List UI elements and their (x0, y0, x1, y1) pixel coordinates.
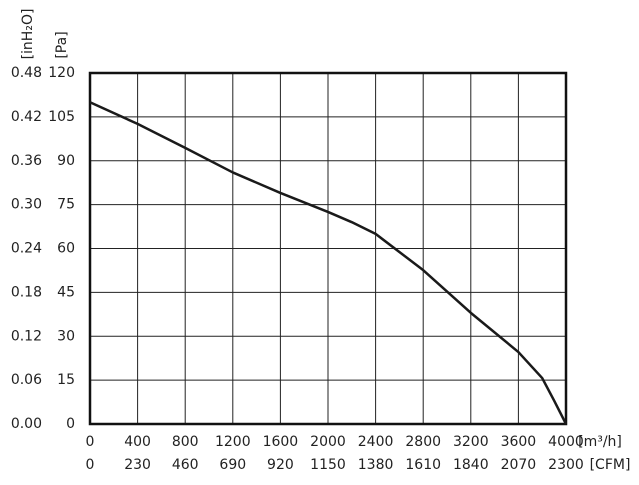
y2-tick-label: 0.42 (11, 109, 42, 125)
y-tick-label: 15 (57, 372, 75, 388)
y-axis-label: [Pa] (54, 31, 70, 58)
x2-tick-label: 690 (219, 457, 246, 473)
x-tick-label: 3200 (453, 434, 489, 450)
x-tick-label: 1600 (263, 434, 299, 450)
y2-axis-label: [inH₂O] (20, 9, 36, 60)
x-tick-label: 1200 (215, 434, 251, 450)
y2-tick-label: 0.00 (11, 416, 42, 432)
x-axis-label: [m³/h] (578, 434, 622, 450)
y-tick-label: 30 (57, 328, 75, 344)
y2-tick-label: 0.12 (11, 328, 42, 344)
x2-tick-label: 230 (124, 457, 151, 473)
y-tick-label: 120 (48, 65, 75, 81)
x-tick-label: 800 (172, 434, 199, 450)
y2-tick-label: 0.24 (11, 241, 42, 257)
x2-tick-label: 1380 (358, 457, 394, 473)
x2-tick-label: 1610 (405, 457, 441, 473)
y-tick-label: 45 (57, 284, 75, 300)
y2-tick-label: 0.06 (11, 372, 42, 388)
curve (89, 101, 568, 425)
x-tick-label: 0 (86, 434, 95, 450)
y2-tick-label: 0.36 (11, 153, 42, 169)
y-tick-label: 60 (57, 241, 75, 257)
x2-tick-label: 1840 (453, 457, 489, 473)
y-tick-label: 105 (48, 109, 75, 125)
x2-axis-label: [CFM] (590, 457, 631, 473)
y2-tick-label: 0.48 (11, 65, 42, 81)
x2-tick-label: 0 (86, 457, 95, 473)
x-tick-label: 4000 (548, 434, 584, 450)
y-tick-label: 90 (57, 153, 75, 169)
x2-tick-label: 1150 (310, 457, 346, 473)
x2-tick-label: 920 (267, 457, 294, 473)
x-tick-label: 3600 (501, 434, 537, 450)
x2-tick-label: 460 (172, 457, 199, 473)
x-tick-label: 2000 (310, 434, 346, 450)
y2-tick-label: 0.30 (11, 197, 42, 213)
x2-tick-label: 2070 (501, 457, 537, 473)
x2-tick-label: 2300 (548, 457, 584, 473)
x-tick-label: 2800 (405, 434, 441, 450)
y2-tick-label: 0.18 (11, 284, 42, 300)
plot-frame (88, 71, 568, 426)
x-tick-label: 2400 (358, 434, 394, 450)
y-tick-label: 75 (57, 197, 75, 213)
y-tick-label: 0 (66, 416, 75, 432)
x-tick-label: 400 (124, 434, 151, 450)
